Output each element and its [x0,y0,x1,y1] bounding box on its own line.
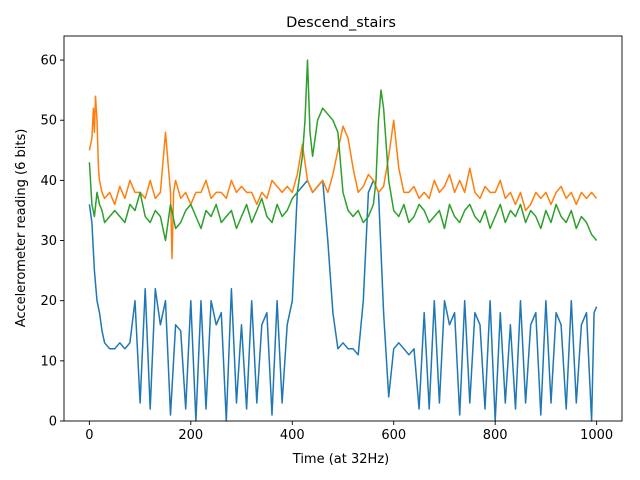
x-tick-label: 600 [381,428,406,443]
x-tick-label: 400 [280,428,305,443]
chart-title: Descend_stairs [286,15,396,31]
series-line-3 [88,59,598,242]
x-axis-ticks: 0 200 400 600 800 1000 [85,421,613,443]
series-line-2 [88,95,598,260]
series-group [88,59,598,422]
y-tick-label: 50 [40,114,57,129]
y-axis-label: Accelerometer reading (6 bits) [14,129,29,328]
x-axis-label: Time (at 32Hz) [292,452,389,467]
x-tick-label: 200 [178,428,203,443]
y-tick-label: 60 [40,54,57,69]
y-tick-label: 10 [40,354,57,369]
y-tick-label: 0 [49,415,57,430]
y-tick-label: 30 [40,234,57,249]
y-axis-ticks: 0 10 20 30 40 50 60 [40,54,64,430]
y-tick-label: 20 [40,294,57,309]
x-tick-label: 0 [85,428,93,443]
series-line-1 [88,179,598,422]
x-tick-label: 800 [483,428,508,443]
plot-area-frame [63,35,623,422]
x-tick-label: 1000 [580,428,613,443]
y-tick-label: 40 [40,174,57,189]
